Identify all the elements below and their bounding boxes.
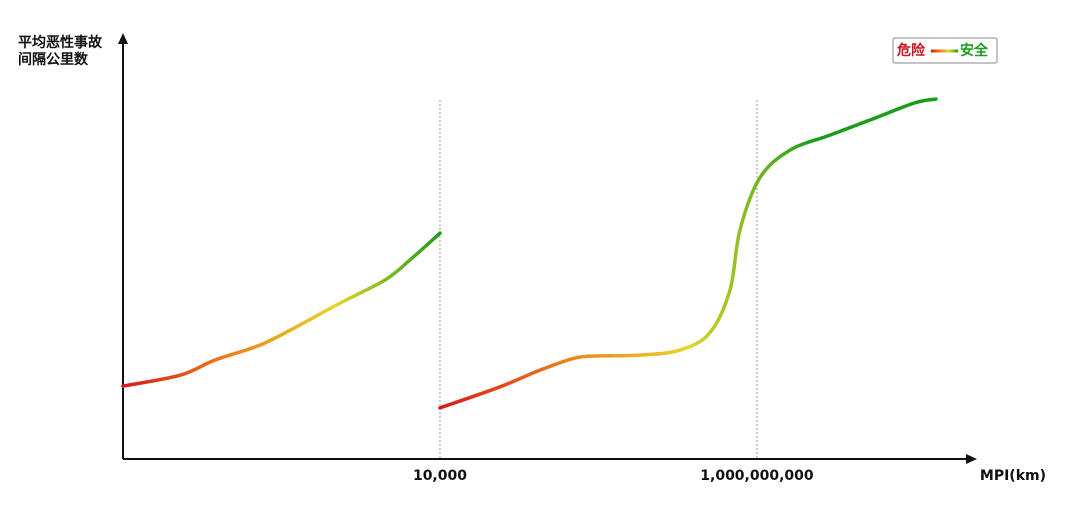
x-tick-label: 1,000,000,000	[700, 468, 814, 484]
legend-label: 安全	[960, 42, 989, 59]
x-tick-label: 10,000	[413, 468, 467, 484]
legend-label: 危险	[896, 42, 926, 59]
line	[438, 97, 938, 410]
line	[121, 231, 442, 388]
y-axis-arrow	[118, 33, 128, 44]
y-axis-label: 平均恶性事故	[18, 34, 103, 51]
x-axis-label: MPI(km)	[980, 468, 1046, 484]
legend-swatch	[931, 49, 958, 53]
y-axis-label: 间隔公里数	[18, 51, 89, 68]
x-axis-arrow	[966, 454, 977, 464]
